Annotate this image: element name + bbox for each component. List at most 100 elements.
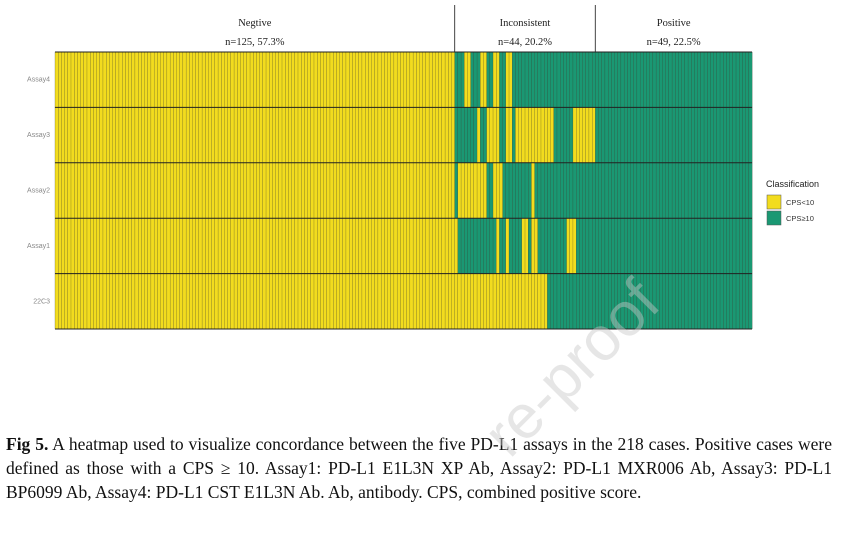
heatmap-cell [217, 273, 222, 330]
heatmap-cell [678, 107, 682, 163]
heatmap-cell [681, 162, 686, 219]
legend-title: Classification [766, 179, 819, 189]
heatmap-cell [668, 273, 673, 330]
heatmap-cell [697, 51, 702, 108]
heatmap-cell [265, 107, 270, 163]
heatmap-cell [649, 218, 654, 274]
heatmap-cell [377, 273, 382, 330]
heatmap-cell [726, 107, 730, 163]
heatmap-cell [291, 273, 296, 330]
heatmap-cell [588, 162, 593, 219]
legend-entry-label: CPS≥10 [786, 214, 814, 223]
heatmap-cell [141, 273, 145, 330]
heatmap-cell [687, 273, 692, 330]
heatmap-cell [748, 51, 753, 108]
heatmap-cell [201, 162, 206, 219]
heatmap-cell [678, 162, 682, 219]
heatmap-cell [576, 107, 580, 163]
heatmap-cell [106, 273, 110, 330]
heatmap-cell [217, 218, 222, 274]
heatmap-cell [576, 218, 580, 274]
heatmap-cell [86, 218, 91, 274]
heatmap-cell [93, 51, 97, 108]
heatmap-cell [297, 51, 302, 108]
heatmap-cell [122, 107, 126, 163]
heatmap-cell [419, 162, 423, 219]
heatmap-cell [256, 51, 260, 108]
heatmap-cell [726, 162, 730, 219]
heatmap-cell [703, 162, 708, 219]
heatmap-cell [675, 51, 679, 108]
heatmap-cell [368, 162, 372, 219]
heatmap-cell [480, 273, 484, 330]
heatmap-cell [208, 107, 212, 163]
heatmap-cell [409, 273, 414, 330]
heatmap-cell [528, 218, 532, 274]
heatmap-cell [428, 162, 433, 219]
heatmap-cell [419, 218, 423, 274]
heatmap-cell [735, 273, 740, 330]
heatmap-cell [339, 51, 344, 108]
heatmap-cell [457, 107, 462, 163]
heatmap-cell [416, 162, 420, 219]
heatmap-cell [422, 51, 427, 108]
heatmap-cell [748, 273, 753, 330]
heatmap-cell [531, 162, 535, 219]
heatmap-cell [371, 273, 376, 330]
heatmap-cell [412, 218, 417, 274]
heatmap-cell [505, 273, 510, 330]
heatmap-cell [253, 107, 257, 163]
heatmap-cell [441, 162, 446, 219]
heatmap-cell [83, 218, 88, 274]
heatmap-cell [556, 51, 561, 108]
group-headers: Negtive n=125, 57.3% Inconsistent n=44, 20.… [225, 5, 701, 52]
heatmap-cell [732, 162, 737, 219]
heatmap-cell [265, 218, 270, 274]
heatmap-cell [77, 273, 81, 330]
heatmap-cell [662, 51, 666, 108]
heatmap-cell [380, 218, 385, 274]
heatmap-cell [313, 107, 318, 163]
heatmap-cell [745, 51, 750, 108]
heatmap-cell [77, 107, 81, 163]
heatmap-cell [122, 51, 126, 108]
heatmap-cell [531, 107, 535, 163]
heatmap-cell [147, 107, 152, 163]
heatmap-cell [512, 107, 516, 163]
heatmap-cell [739, 273, 743, 330]
heatmap-cell [358, 107, 363, 163]
heatmap-cell [333, 162, 337, 219]
heatmap-cell [428, 273, 433, 330]
heatmap-cell [659, 273, 663, 330]
heatmap-cell [269, 162, 273, 219]
heatmap-cell [400, 107, 404, 163]
heatmap-cell [614, 273, 618, 330]
heatmap-cell [544, 218, 548, 274]
heatmap-cell [515, 273, 519, 330]
heatmap-cell [416, 107, 420, 163]
heatmap-cell [173, 107, 177, 163]
heatmap-cell [169, 51, 174, 108]
heatmap-cell [189, 51, 193, 108]
heatmap-cell [166, 218, 171, 274]
heatmap-cell [374, 162, 379, 219]
heatmap-cell [109, 162, 113, 219]
heatmap-cell [620, 273, 625, 330]
heatmap-cell [553, 218, 558, 274]
heatmap-cell [723, 218, 727, 274]
heatmap-cell [601, 162, 606, 219]
heatmap-cell [707, 218, 711, 274]
heatmap-cell [582, 218, 587, 274]
heatmap-cell [86, 107, 91, 163]
heatmap-cell [518, 107, 523, 163]
heatmap-cell [623, 51, 628, 108]
heatmap-cell [144, 273, 148, 330]
heatmap-cell [109, 218, 113, 274]
heatmap-cell [198, 273, 203, 330]
heatmap-cell [432, 51, 436, 108]
heatmap-cell [233, 162, 238, 219]
heatmap-cell [157, 107, 161, 163]
heatmap-cell [486, 51, 491, 108]
heatmap-cell [534, 51, 539, 108]
heatmap-cell [579, 107, 583, 163]
